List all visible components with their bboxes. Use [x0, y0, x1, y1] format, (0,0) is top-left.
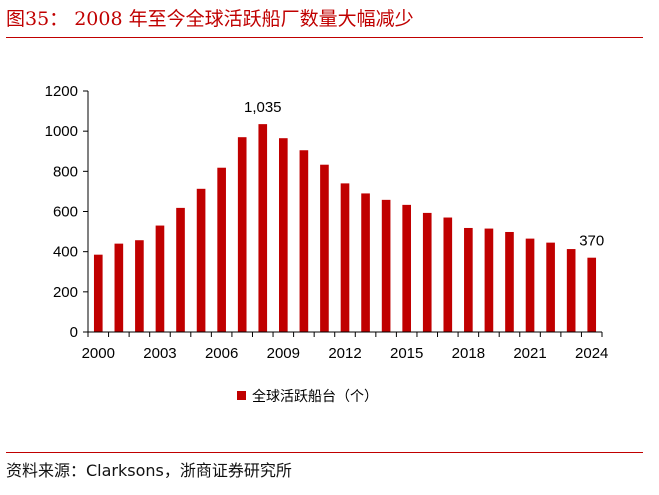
bar-2004: [176, 207, 185, 332]
x-tick-label: 2000: [82, 345, 115, 362]
legend-swatch: [237, 391, 246, 400]
data-label-2008: 1,035: [244, 99, 282, 116]
y-tick-label: 400: [53, 244, 78, 261]
bar-2011: [320, 164, 329, 332]
axes: [87, 91, 602, 333]
x-tick-label: 2021: [513, 345, 546, 362]
bar-2010: [299, 150, 309, 332]
bars: [93, 124, 597, 332]
data-labels: 1,035 370: [244, 99, 604, 250]
bar-2016: [422, 212, 432, 332]
x-tick-label: 2015: [390, 345, 423, 362]
bar-2023: [566, 249, 576, 332]
x-tick-label: 2018: [452, 345, 485, 362]
x-tick-label: 2003: [143, 345, 176, 362]
y-tick-label: 800: [53, 163, 78, 180]
y-tick-label: 1200: [45, 83, 78, 100]
x-axis-ticks: 2000 2003 2006 2009 2012 2015 2018 2021 2024: [82, 332, 608, 362]
bar-2019: [484, 228, 494, 332]
bar-2021: [525, 238, 535, 332]
bar-2003: [155, 225, 165, 332]
x-tick-label: 2006: [205, 345, 238, 362]
bar-2017: [443, 217, 453, 332]
bar-2001: [114, 243, 124, 332]
x-tick-label: 2024: [575, 345, 608, 362]
figure-title: 图35： 2008 年至今全球活跃船厂数量大幅减少: [6, 8, 414, 30]
x-tick-label: 2012: [328, 345, 361, 362]
bar-2020: [505, 231, 514, 332]
legend-label: 全球活跃船台（个）: [252, 388, 378, 405]
y-tick-label: 0: [70, 324, 78, 341]
bar-2000: [93, 254, 103, 332]
bar-2015: [402, 204, 411, 332]
x-tick-label: 2009: [267, 345, 300, 362]
bar-2022: [546, 242, 555, 332]
bar-2002: [135, 240, 144, 332]
source-rule: [6, 452, 643, 453]
y-tick-label: 600: [53, 204, 78, 221]
bar-2008: [258, 124, 268, 332]
bar-2014: [381, 199, 391, 332]
bar-2024: [587, 257, 597, 332]
y-axis-ticks: 0 200 400 600 800 1000 1200: [45, 83, 88, 341]
bar-2013: [361, 193, 370, 332]
y-tick-label: 200: [53, 284, 78, 301]
y-tick-label: 1000: [45, 123, 78, 140]
bar-2006: [217, 167, 226, 332]
figure-header: 图35： 2008 年至今全球活跃船厂数量大幅减少: [6, 4, 651, 38]
bar-2009: [279, 138, 288, 332]
title-rule: [6, 37, 643, 38]
data-label-2024: 370: [579, 233, 604, 250]
bar-2007: [237, 137, 247, 332]
source-note: 资料来源：Clarksons，浙商证券研究所: [6, 461, 292, 480]
bar-2005: [196, 188, 206, 332]
bar-2012: [340, 183, 350, 332]
bar-2018: [464, 227, 473, 332]
legend: 全球活跃船台（个）: [237, 388, 378, 405]
